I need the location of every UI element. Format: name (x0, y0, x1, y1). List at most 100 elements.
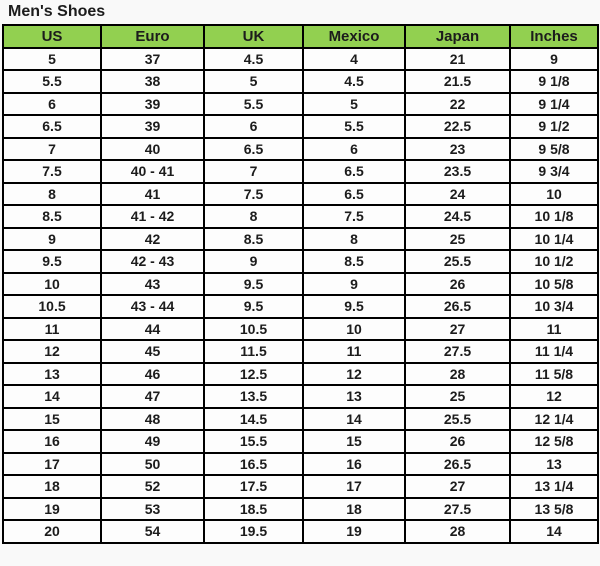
table-cell: 7.5 (302, 204, 406, 229)
table-cell: 22 (404, 91, 511, 116)
table-cell: 5 (203, 69, 304, 94)
table-cell: 9 5/8 (509, 136, 599, 161)
table-row: 14 47 13.5 13 25 12 (2, 384, 599, 409)
table-cell: 27 (404, 316, 511, 341)
table-cell: 5 (2, 46, 102, 71)
table-cell: 17 (302, 474, 406, 499)
column-header-us: US (2, 24, 102, 49)
table-header-row: US Euro UK Mexico Japan Inches (2, 24, 599, 49)
table-cell: 6.5 (302, 159, 406, 184)
table-cell: 24 (404, 181, 511, 206)
table-cell: 13 (302, 384, 406, 409)
table-cell: 6.5 (2, 114, 102, 139)
table-cell: 4.5 (203, 46, 304, 71)
column-header-japan: Japan (404, 24, 511, 49)
table-cell: 52 (100, 474, 205, 499)
table-cell: 23 (404, 136, 511, 161)
table-cell: 5.5 (203, 91, 304, 116)
table-cell: 12.5 (203, 361, 304, 386)
table-cell: 9 1/4 (509, 91, 599, 116)
table-cell: 15 (302, 429, 406, 454)
table-row: 18 52 17.5 17 27 13 1/4 (2, 474, 599, 499)
table-cell: 8.5 (2, 204, 102, 229)
table-cell: 24.5 (404, 204, 511, 229)
table-cell: 43 (100, 271, 205, 296)
column-header-inches: Inches (509, 24, 599, 49)
table-cell: 19 (302, 519, 406, 544)
table-cell: 10.5 (203, 316, 304, 341)
table-cell: 11 (302, 339, 406, 364)
table-cell: 14.5 (203, 406, 304, 431)
table-cell: 6.5 (302, 181, 406, 206)
table-cell: 39 (100, 114, 205, 139)
table-cell: 25 (404, 226, 511, 251)
table-cell: 18.5 (203, 496, 304, 521)
table-cell: 16.5 (203, 451, 304, 476)
table-row: 19 53 18.5 18 27.5 13 5/8 (2, 496, 599, 521)
table-cell: 7 (2, 136, 102, 161)
table-cell: 21.5 (404, 69, 511, 94)
table-cell: 6 (2, 91, 102, 116)
table-row: 20 54 19.5 19 28 14 (2, 519, 599, 544)
table-cell: 7.5 (2, 159, 102, 184)
table-cell: 37 (100, 46, 205, 71)
table-cell: 11 5/8 (509, 361, 599, 386)
table-cell: 8.5 (302, 249, 406, 274)
table-cell: 9.5 (203, 271, 304, 296)
table-row: 7.5 40 - 41 7 6.5 23.5 9 3/4 (2, 159, 599, 184)
table-cell: 26.5 (404, 451, 511, 476)
table-cell: 38 (100, 69, 205, 94)
table-cell: 44 (100, 316, 205, 341)
table-cell: 11 (2, 316, 102, 341)
table-cell: 25.5 (404, 249, 511, 274)
table-body: 5 37 4.5 4 21 9 5.5 38 5 4.5 21.5 9 1/8 6 39 5.5 5 22 9 1… (2, 46, 599, 544)
table-cell: 42 - 43 (100, 249, 205, 274)
table-row: 9.5 42 - 43 9 8.5 25.5 10 1/2 (2, 249, 599, 274)
table-cell: 10 3/4 (509, 294, 599, 319)
table-cell: 27 (404, 474, 511, 499)
table-cell: 17.5 (203, 474, 304, 499)
table-row: 13 46 12.5 12 28 11 5/8 (2, 361, 599, 386)
table-cell: 27.5 (404, 339, 511, 364)
table-cell: 13.5 (203, 384, 304, 409)
table-row: 10 43 9.5 9 26 10 5/8 (2, 271, 599, 296)
page-title: Men's Shoes (8, 3, 106, 20)
table-cell: 9.5 (2, 249, 102, 274)
table-cell: 11 (509, 316, 599, 341)
table-cell: 8.5 (203, 226, 304, 251)
table-cell: 19 (2, 496, 102, 521)
table-cell: 10 5/8 (509, 271, 599, 296)
table-cell: 16 (302, 451, 406, 476)
table-cell: 54 (100, 519, 205, 544)
table-cell: 22.5 (404, 114, 511, 139)
table-cell: 9.5 (203, 294, 304, 319)
table-cell: 9 (203, 249, 304, 274)
table-cell: 11 1/4 (509, 339, 599, 364)
table-cell: 48 (100, 406, 205, 431)
table-cell: 49 (100, 429, 205, 454)
table-cell: 41 - 42 (100, 204, 205, 229)
table-row: 9 42 8.5 8 25 10 1/4 (2, 226, 599, 251)
table-cell: 47 (100, 384, 205, 409)
table-cell: 15 (2, 406, 102, 431)
table-cell: 6.5 (203, 136, 304, 161)
table-cell: 40 - 41 (100, 159, 205, 184)
table-cell: 7.5 (203, 181, 304, 206)
table-cell: 9 (2, 226, 102, 251)
table-cell: 13 1/4 (509, 474, 599, 499)
table-row: 16 49 15.5 15 26 12 5/8 (2, 429, 599, 454)
table-row: 8.5 41 - 42 8 7.5 24.5 10 1/8 (2, 204, 599, 229)
table-cell: 16 (2, 429, 102, 454)
table-cell: 26 (404, 429, 511, 454)
table-cell: 12 (302, 361, 406, 386)
table-row: 5.5 38 5 4.5 21.5 9 1/8 (2, 69, 599, 94)
column-header-uk: UK (203, 24, 304, 49)
table-cell: 5.5 (2, 69, 102, 94)
table-cell: 46 (100, 361, 205, 386)
table-cell: 10 1/8 (509, 204, 599, 229)
table-cell: 41 (100, 181, 205, 206)
table-cell: 9 (509, 46, 599, 71)
table-row: 7 40 6.5 6 23 9 5/8 (2, 136, 599, 161)
table-cell: 12 1/4 (509, 406, 599, 431)
